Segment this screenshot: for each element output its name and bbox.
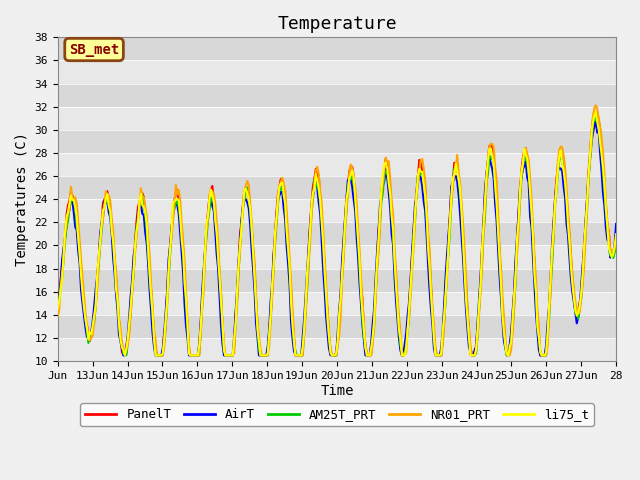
Bar: [58, 107, 616, 130]
Text: SB_met: SB_met: [69, 43, 119, 57]
Bar: [58, 222, 616, 245]
Bar: [58, 176, 616, 199]
X-axis label: Time: Time: [320, 384, 354, 397]
Bar: [58, 153, 616, 176]
Bar: [58, 84, 616, 107]
Bar: [58, 199, 616, 222]
Bar: [58, 292, 616, 315]
Bar: [58, 338, 616, 361]
Title: Temperature: Temperature: [277, 15, 397, 33]
Bar: [58, 315, 616, 338]
Y-axis label: Temperatures (C): Temperatures (C): [15, 132, 29, 266]
Bar: [58, 245, 616, 269]
Legend: PanelT, AirT, AM25T_PRT, NR01_PRT, li75_t: PanelT, AirT, AM25T_PRT, NR01_PRT, li75_…: [80, 403, 594, 426]
Bar: [58, 60, 616, 84]
Bar: [58, 269, 616, 292]
Bar: [58, 37, 616, 60]
Bar: [58, 130, 616, 153]
